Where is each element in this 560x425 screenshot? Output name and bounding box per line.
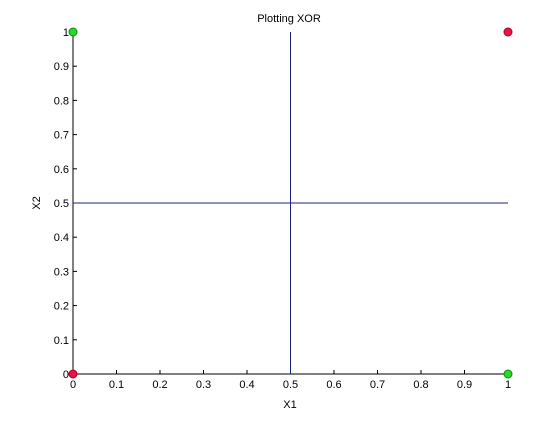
x-tick-label: 0.1 <box>109 379 124 391</box>
x-tick-label: 0.4 <box>239 379 254 391</box>
y-tick-label: 0.2 <box>54 301 69 313</box>
x-axis-label: X1 <box>283 399 296 411</box>
data-point <box>68 27 78 37</box>
x-tick-label: 0.7 <box>370 379 385 391</box>
y-tick-label: 0.9 <box>54 61 69 73</box>
y-tick-label: 0.6 <box>54 164 69 176</box>
y-tick-label: 0.8 <box>54 95 69 107</box>
y-axis-label: X2 <box>31 196 43 209</box>
y-tick-label: 0 <box>63 369 69 381</box>
y-tick-label: 0.7 <box>54 130 69 142</box>
y-tick-label: 1 <box>63 27 69 39</box>
x-tick-label: 1 <box>505 379 511 391</box>
x-tick-label: 0.3 <box>196 379 211 391</box>
chart-title: Plotting XOR <box>257 13 321 25</box>
x-tick-label: 0.9 <box>457 379 472 391</box>
y-tick-label: 0.1 <box>54 335 69 347</box>
y-tick-label: 0.4 <box>54 232 69 244</box>
data-point <box>503 27 513 37</box>
x-tick-label: 0 <box>70 379 76 391</box>
y-tick-label: 0.3 <box>54 266 69 278</box>
x-tick-label: 0.2 <box>152 379 167 391</box>
x-tick-label: 0.8 <box>413 379 428 391</box>
plot-area: 0 0.1 0.2 0.3 0.4 0.5 0.6 0.7 0.8 0.9 1 0 0.1 0.2 0.3 0… <box>54 27 513 391</box>
data-point <box>503 369 513 379</box>
x-tick-label: 0.6 <box>326 379 341 391</box>
x-tick-label: 0.5 <box>283 379 298 391</box>
y-tick-label: 0.5 <box>54 198 69 210</box>
data-point <box>68 369 78 379</box>
